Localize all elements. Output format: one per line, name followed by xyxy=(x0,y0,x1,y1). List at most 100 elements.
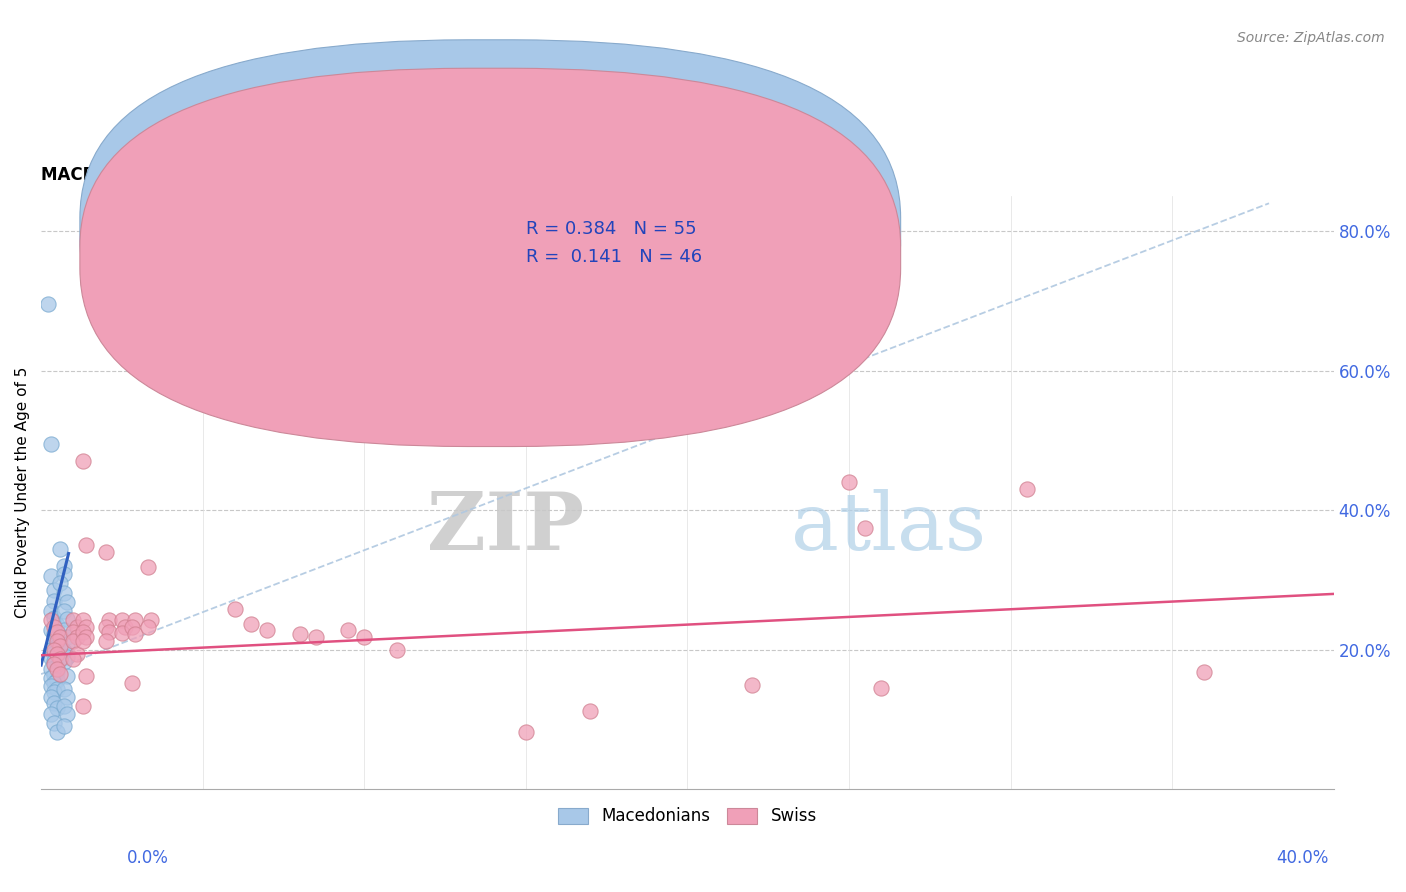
Point xyxy=(52,559,75,574)
Point xyxy=(75,620,97,634)
Point xyxy=(39,651,62,665)
Point xyxy=(46,701,69,715)
Point xyxy=(56,649,79,664)
Point xyxy=(39,662,62,676)
Text: atlas: atlas xyxy=(790,490,986,567)
Point xyxy=(124,614,146,628)
FancyBboxPatch shape xyxy=(446,208,801,282)
Point xyxy=(94,634,117,648)
Point xyxy=(1194,665,1216,679)
Point xyxy=(52,604,75,618)
Point xyxy=(136,620,159,634)
Point xyxy=(75,538,97,552)
Point xyxy=(39,623,62,637)
Point xyxy=(42,668,65,682)
Point xyxy=(49,639,72,653)
Point xyxy=(42,611,65,625)
Point xyxy=(42,583,65,598)
Point xyxy=(42,620,65,634)
Point xyxy=(46,659,69,673)
Point xyxy=(124,627,146,641)
Point xyxy=(42,696,65,710)
Point xyxy=(288,627,311,641)
Point xyxy=(49,652,72,666)
Point xyxy=(72,625,94,640)
Text: 40.0%: 40.0% xyxy=(1277,849,1329,867)
Point xyxy=(46,673,69,688)
Point xyxy=(353,630,375,644)
Point xyxy=(42,684,65,698)
Point xyxy=(39,642,62,657)
Point xyxy=(42,642,65,657)
Point xyxy=(56,637,79,651)
Point xyxy=(52,623,75,637)
Point xyxy=(46,665,69,679)
Y-axis label: Child Poverty Under the Age of 5: Child Poverty Under the Age of 5 xyxy=(15,368,30,618)
Text: Source: ZipAtlas.com: Source: ZipAtlas.com xyxy=(1237,31,1385,45)
Text: ZIP: ZIP xyxy=(427,490,583,567)
Point xyxy=(56,706,79,721)
Point xyxy=(853,521,876,535)
Point xyxy=(741,677,763,691)
Point xyxy=(42,627,65,641)
Point xyxy=(139,614,162,628)
Point xyxy=(62,634,84,648)
Point xyxy=(39,671,62,685)
Point xyxy=(256,623,278,637)
Point xyxy=(52,698,75,713)
Point xyxy=(111,626,134,640)
Point xyxy=(98,614,121,628)
Point xyxy=(1015,483,1038,497)
Point xyxy=(46,661,69,675)
Point xyxy=(56,668,79,682)
Point xyxy=(46,634,69,648)
Point xyxy=(52,585,75,599)
Point xyxy=(46,681,69,696)
Point xyxy=(46,725,69,739)
Point xyxy=(42,646,65,660)
Point xyxy=(46,648,69,662)
Point xyxy=(39,614,62,628)
Point xyxy=(39,690,62,705)
Point xyxy=(46,636,69,650)
Point xyxy=(39,437,62,451)
Point xyxy=(72,454,94,468)
Point xyxy=(49,541,72,556)
Point xyxy=(42,632,65,647)
Point xyxy=(56,612,79,626)
Point xyxy=(42,676,65,690)
Point xyxy=(49,667,72,681)
Point xyxy=(870,681,893,695)
Point xyxy=(72,614,94,628)
Point xyxy=(224,602,246,616)
Point xyxy=(42,594,65,608)
Point xyxy=(39,604,62,618)
Point xyxy=(56,690,79,705)
Point xyxy=(111,614,134,628)
Point xyxy=(37,297,59,311)
Point xyxy=(579,704,602,718)
Point xyxy=(62,625,84,640)
Point xyxy=(94,545,117,559)
Point xyxy=(56,630,79,644)
Point xyxy=(838,475,860,489)
Point xyxy=(72,634,94,648)
Point xyxy=(66,620,89,634)
Point xyxy=(72,698,94,713)
Text: R = 0.384   N = 55: R = 0.384 N = 55 xyxy=(526,220,696,238)
Point xyxy=(52,644,75,658)
Point xyxy=(305,630,328,644)
Point xyxy=(42,715,65,730)
Point xyxy=(42,654,65,668)
Point xyxy=(337,623,360,637)
Point xyxy=(94,620,117,634)
Legend: Macedonians, Swiss: Macedonians, Swiss xyxy=(558,807,817,825)
Point xyxy=(75,630,97,644)
Point xyxy=(66,647,89,661)
Point xyxy=(240,616,263,631)
Point xyxy=(515,725,537,739)
Point xyxy=(42,657,65,671)
Point xyxy=(39,706,62,721)
Point xyxy=(52,681,75,696)
Point xyxy=(46,639,69,653)
